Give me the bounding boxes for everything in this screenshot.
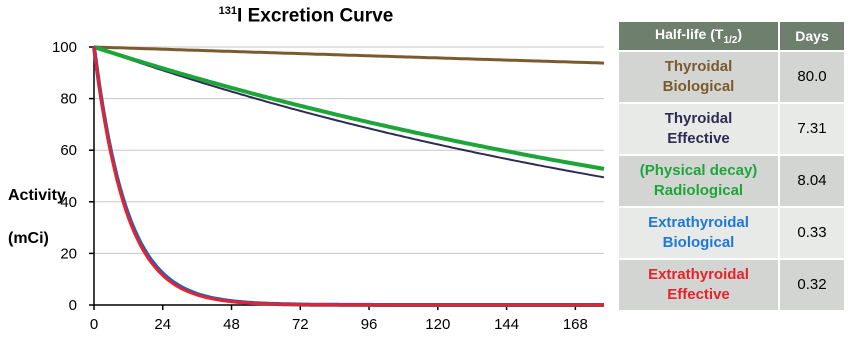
half-life-name-line2: Effective [667,286,730,303]
table-row: Thyroidal Effective 7.31 [619,104,844,154]
y-tick-label: 60 [60,142,77,159]
x-tick-label: 48 [223,316,240,333]
half-life-name-cell: (Physical decay) Radiological [619,156,778,206]
y-axis-label-line1: Activity [8,187,66,204]
half-life-name-line1: (Physical decay) [639,162,758,179]
series-line [93,45,605,65]
half-life-days-cell: 0.32 [780,260,844,310]
x-tick-label: 24 [154,316,171,333]
x-tick-label: 0 [90,316,98,333]
series-line [93,46,605,179]
half-life-name-cell: Extrathyroidal Biological [619,208,778,258]
header-half-life-sub: 1/2 [723,34,738,46]
header-days: Days [780,22,844,50]
series-line [92,46,604,307]
series-line [92,46,604,307]
table-row: Extrathyroidal Effective 0.32 [619,260,844,310]
header-half-life-text: Half-life (T [654,26,724,43]
y-tick-label: 0 [69,297,77,314]
half-life-days-cell: 7.31 [780,104,844,154]
half-life-name-line1: Extrathyroidal [648,214,749,231]
half-life-name-line1: Extrathyroidal [648,266,749,283]
half-life-name-line2: Biological [662,78,735,95]
x-tick-label: 168 [563,316,588,333]
half-life-name-cell: Thyroidal Biological [619,52,778,102]
half-life-name-line1: Thyroidal [664,58,733,75]
half-life-days-cell: 80.0 [780,52,844,102]
header-half-life-close: ) [737,26,743,43]
half-life-name-line2: Effective [667,130,730,147]
y-tick-label: 100 [52,39,77,56]
half-life-name-line2: Biological [662,234,735,251]
half-life-days-cell: 8.04 [780,156,844,206]
half-life-name-line1: Thyroidal [664,110,733,127]
y-tick-label: 20 [60,245,77,262]
title-text: I Excretion Curve [237,5,394,27]
x-tick-label: 144 [494,316,519,333]
half-life-days-cell: 0.33 [780,208,844,258]
x-tick-label: 96 [361,316,378,333]
chart-plot: 0 20 40 60 80 100 0 24 48 72 96 120 144 168 [52,39,605,333]
half-life-name-cell: Extrathyroidal Effective [619,260,778,310]
x-tick-label: 120 [425,316,450,333]
header-half-life: Half-life (T1/2) [619,22,778,50]
x-tick-label: 72 [292,316,309,333]
y-axis-label-line2: (mCi) [8,230,49,247]
y-tick-label: 40 [60,194,77,211]
y-tick-label: 80 [60,91,77,108]
table-row: Extrathyroidal Biological 0.33 [619,208,844,258]
series-line [93,45,605,171]
table-row: Thyroidal Biological 80.0 [619,52,844,102]
chart-title: 131I Excretion Curve [0,5,612,27]
excretion-chart: 131I Excretion Curve Activity (mCi) 0 20 4… [0,5,612,333]
half-life-table: Half-life (T1/2) Days Thyroidal Biologica… [617,20,846,312]
y-axis-label: Activity (mCi) [8,174,70,260]
table-row: (Physical decay) Radiological 8.04 [619,156,844,206]
table-header-row: Half-life (T1/2) Days [619,22,844,50]
half-life-name-cell: Thyroidal Effective [619,104,778,154]
title-superscript: 131 [218,5,238,17]
half-life-name-line2: Radiological [653,182,744,199]
